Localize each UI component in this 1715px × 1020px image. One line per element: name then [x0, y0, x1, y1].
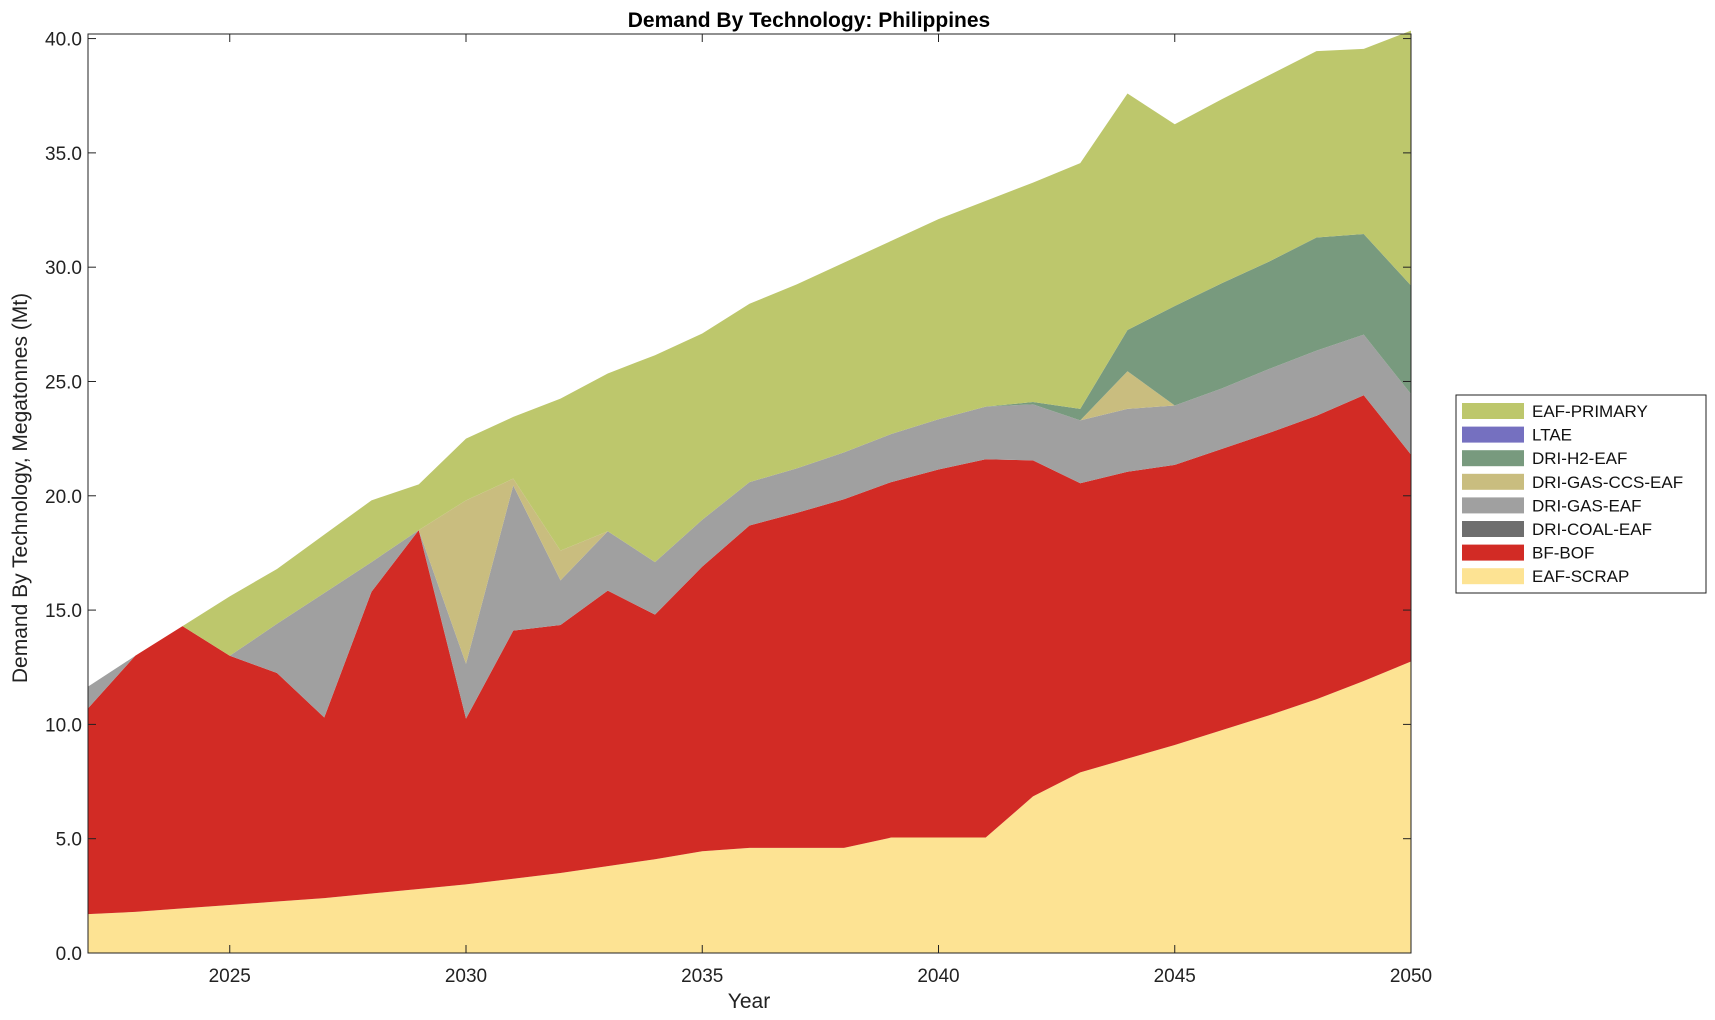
y-tick-label: 5.0 [56, 830, 82, 851]
area-dri-h2-eaf [88, 234, 1411, 687]
legend-label-eaf-scrap: EAF-SCRAP [1532, 567, 1629, 586]
x-axis-label: Year [728, 990, 770, 1013]
area-dri-gas-eaf [88, 334, 1411, 719]
legend-label-dri-h2-eaf: DRI-H2-EAF [1532, 449, 1627, 468]
legend-swatch-eaf-primary [1462, 403, 1524, 419]
y-tick-label: 0.0 [56, 944, 82, 965]
x-tick-label: 2025 [209, 966, 251, 987]
legend: EAF-PRIMARY LTAE DRI-H2-EAF DRI-GAS-CCS-EAF… [1455, 394, 1707, 594]
legend-label-dri-coal-eaf: DRI-COAL-EAF [1532, 520, 1652, 539]
legend-swatch-dri-gas-ccs-eaf [1462, 473, 1524, 490]
legend-box [1455, 394, 1707, 594]
y-tick-label: 30.0 [45, 258, 82, 279]
legend-label-bf-bof: BF-BOF [1532, 544, 1594, 563]
legend-swatch-bf-bof [1462, 544, 1524, 561]
x-tick-label: 2040 [917, 966, 959, 987]
y-axis-label: Demand By Technology, Megatonnes (Mt) [9, 293, 32, 683]
legend-swatch-eaf-scrap [1462, 568, 1524, 585]
x-tick-label: 2030 [445, 966, 487, 987]
axes: 2025 2030 2035 2040 2045 2050 0.0 5.0 10.0 15.0 20… [45, 30, 1432, 987]
legend-swatch-dri-h2-eaf [1462, 450, 1524, 467]
area-eaf-primary [88, 30, 1411, 687]
x-tick-label: 2035 [681, 966, 723, 987]
y-tick-label: 35.0 [45, 144, 82, 165]
area-eaf-scrap [88, 661, 1411, 953]
x-tick-label: 2050 [1390, 966, 1432, 987]
chart-title: Demand By Technology: Philippines [628, 9, 991, 32]
area-bf-bof [88, 395, 1411, 915]
plot-frame [87, 33, 1412, 954]
legend-label-eaf-primary: EAF-PRIMARY [1532, 402, 1648, 421]
area-series-group [88, 30, 1411, 953]
y-tick-label: 10.0 [45, 715, 82, 736]
y-tick-label: 20.0 [45, 487, 82, 508]
legend-swatch-ltae [1462, 426, 1524, 443]
legend-label-dri-gas-ccs-eaf: DRI-GAS-CCS-EAF [1532, 473, 1683, 492]
y-tick-label: 25.0 [45, 372, 82, 393]
legend-swatch-dri-coal-eaf [1462, 521, 1524, 537]
legend-label-dri-gas-eaf: DRI-GAS-EAF [1532, 496, 1642, 515]
y-tick-label: 15.0 [45, 601, 82, 622]
legend-label-ltae: LTAE [1532, 426, 1572, 445]
y-tick-label: 40.0 [45, 30, 82, 51]
x-tick-label: 2045 [1154, 966, 1196, 987]
legend-swatch-dri-gas-eaf [1462, 497, 1524, 514]
